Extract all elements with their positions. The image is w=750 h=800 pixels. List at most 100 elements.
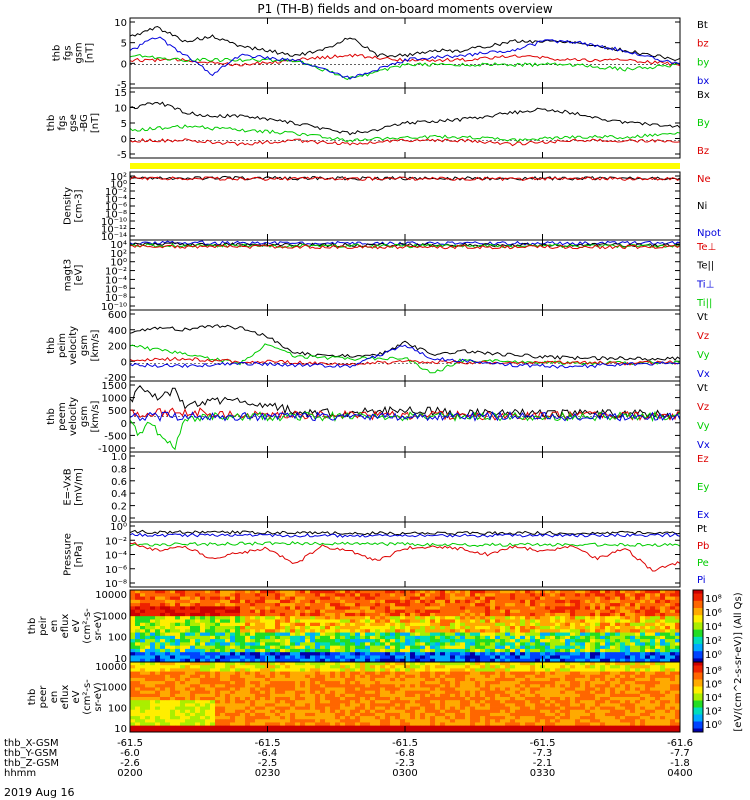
- spectrogram-cell: [170, 709, 176, 714]
- spectrogram-cell: [545, 662, 551, 666]
- spectrogram-cell: [345, 712, 351, 717]
- spectrogram-cell: [480, 642, 486, 647]
- spectrogram-cell: [505, 697, 511, 701]
- spectrogram-cell: [560, 599, 566, 604]
- spectrogram-cell: [225, 658, 231, 663]
- spectrogram-cell: [525, 645, 531, 650]
- spectrogram-cell: [180, 693, 186, 698]
- spectrogram-cell: [530, 716, 536, 720]
- spectrogram-cell: [515, 616, 521, 620]
- spectrogram-cell: [495, 684, 501, 688]
- spectrogram-cell: [220, 596, 226, 601]
- spectrogram-cell: [325, 635, 331, 640]
- spectrogram-cell: [335, 681, 341, 685]
- spectrogram-cell: [450, 635, 456, 640]
- spectrogram-cell: [380, 709, 386, 714]
- spectrogram-cell: [195, 616, 201, 620]
- spectrogram-cell: [665, 681, 671, 685]
- spectrogram-cell: [315, 596, 321, 601]
- spectrogram-cell: [190, 632, 196, 637]
- spectrogram-cell: [230, 690, 236, 695]
- ytick-label: -500: [104, 431, 127, 442]
- spectrogram-cell: [150, 671, 156, 676]
- spectrogram-cell: [385, 612, 391, 617]
- legend-entry: Ti⊥: [696, 279, 714, 290]
- spectrogram-cell: [360, 645, 366, 650]
- spectrogram-cell: [385, 722, 391, 727]
- spectrogram-cell: [565, 709, 571, 714]
- spectrogram-cell: [315, 603, 321, 607]
- spectrogram-cell: [195, 606, 201, 611]
- spectrogram-cell: [360, 662, 366, 666]
- spectrogram-cell: [665, 612, 671, 617]
- spectrogram-cell: [160, 674, 166, 679]
- spectrogram-cell: [240, 606, 246, 611]
- spectrogram-cell: [535, 703, 541, 707]
- spectrogram-cell: [305, 658, 311, 663]
- spectrogram-cell: [440, 622, 446, 627]
- spectrogram-cell: [165, 671, 171, 676]
- spectrogram-cell: [160, 626, 166, 630]
- spectrogram-cell: [490, 709, 496, 714]
- spectrogram-cell: [150, 700, 156, 704]
- ytick-label: 10⁻⁸: [105, 293, 127, 304]
- spectrogram-cell: [155, 693, 161, 698]
- spectrogram-cell: [270, 593, 276, 597]
- spectrogram-cell: [500, 658, 506, 663]
- spectrogram-cell: [225, 626, 231, 630]
- spectrogram-cell: [455, 677, 461, 682]
- spectrogram-cell: [235, 677, 241, 682]
- spectrogram-cell: [365, 677, 371, 682]
- spectrogram-cell: [465, 687, 471, 692]
- spectrogram-cell: [220, 606, 226, 611]
- spectrogram-cell: [585, 648, 591, 653]
- spectrogram-cell: [360, 677, 366, 682]
- spectrogram-cell: [400, 622, 406, 627]
- spectrogram-cell: [560, 665, 566, 669]
- spectrogram-cell: [360, 652, 366, 656]
- spectrogram-cell: [330, 700, 336, 704]
- spectrogram-cell: [225, 632, 231, 637]
- spectrogram-cell: [395, 703, 401, 707]
- spectrogram-cell: [455, 639, 461, 643]
- spectrogram-cell: [395, 619, 401, 624]
- spectrogram-cell: [460, 681, 466, 685]
- spectrogram-cell: [360, 606, 366, 611]
- spectrogram-cell: [135, 662, 141, 666]
- spectrogram-cell: [670, 652, 676, 656]
- spectrogram-cell: [580, 668, 586, 672]
- spectrogram-cell: [650, 652, 656, 656]
- spectrogram-cell: [160, 648, 166, 653]
- spectrogram-cell: [590, 616, 596, 620]
- spectrogram-cell: [300, 706, 306, 711]
- spectrogram-cell: [410, 642, 416, 647]
- spectrogram-cell: [500, 693, 506, 698]
- spectrogram-cell: [265, 716, 271, 720]
- spectrogram-cell: [255, 684, 261, 688]
- spectrogram-cell: [545, 658, 551, 663]
- spectrogram-cell: [645, 612, 651, 617]
- spectrogram-cell: [270, 671, 276, 676]
- spectrogram-cell: [635, 665, 641, 669]
- spectrogram-cell: [555, 693, 561, 698]
- spectrogram-cell: [130, 716, 136, 720]
- spectrogram-cell: [490, 645, 496, 650]
- spectrogram-cell: [235, 662, 241, 666]
- spectrogram-cell: [230, 632, 236, 637]
- spectrogram-cell: [175, 593, 181, 597]
- spectrogram-cell: [670, 626, 676, 630]
- spectrogram-cell: [395, 709, 401, 714]
- spectrogram-cell: [530, 593, 536, 597]
- spectrogram-cell: [580, 706, 586, 711]
- spectrogram-cell: [415, 671, 421, 676]
- spectrogram-cell: [200, 599, 206, 604]
- spectrogram-cell: [610, 652, 616, 656]
- spectrogram-cell: [630, 629, 636, 633]
- spectrogram-cell: [375, 722, 381, 727]
- spectrogram-cell: [440, 684, 446, 688]
- spectrogram-cell: [295, 609, 301, 614]
- spectrogram-cell: [175, 668, 181, 672]
- spectrogram-cell: [500, 590, 506, 594]
- spectrogram-cell: [350, 693, 356, 698]
- spectrogram-cell: [395, 593, 401, 597]
